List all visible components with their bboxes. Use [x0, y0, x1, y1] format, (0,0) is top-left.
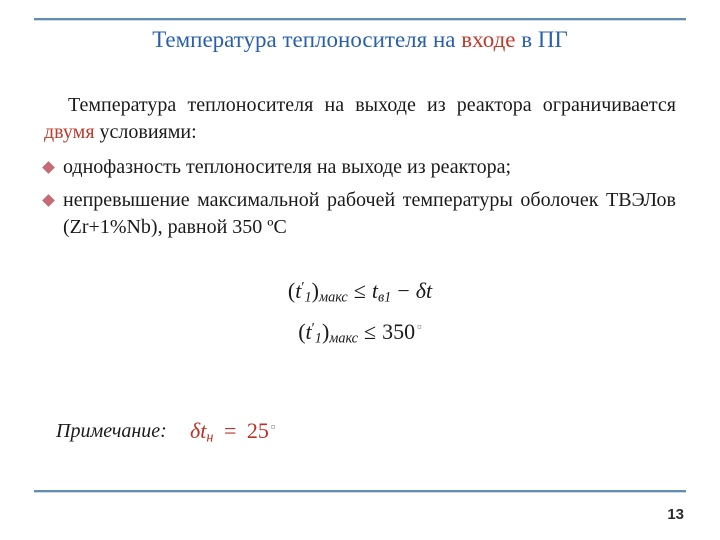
bullet-item: однофазность теплоносителя на выходе из …: [44, 154, 676, 181]
intro-paragraph: Температура теплоносителя на выходе из р…: [44, 92, 676, 146]
bullet-text-1: однофазность теплоносителя на выходе из …: [63, 154, 676, 181]
title-part-3: в ПГ: [516, 27, 568, 52]
slide-title: Температура теплоносителя на входе в ПГ: [0, 26, 720, 55]
note-formula: δtн = 25▫: [190, 418, 276, 447]
f1-rparen: ): [312, 278, 319, 303]
f1-minus: −: [391, 278, 415, 303]
intro-part-3: условиями:: [95, 121, 197, 143]
f1-dt: t: [426, 278, 432, 303]
diamond-icon: [42, 194, 55, 207]
f2-maks: макс: [329, 330, 358, 346]
f2-le: ≤: [358, 319, 382, 344]
bottom-rule: [34, 490, 686, 492]
note-row: Примечание: δtн = 25▫: [56, 420, 676, 447]
note-eq: =: [219, 418, 241, 443]
formula-2: (t′1)макс≤350▫: [298, 319, 422, 348]
formula-1: (t′1)макс≤tв1−δt: [288, 278, 432, 307]
bullet-item: непревышение максимальной рабочей темпер…: [44, 187, 676, 241]
intro-part-1: Температура теплоносителя на выходе из р…: [68, 94, 676, 116]
slide: Температура теплоносителя на входе в ПГ …: [0, 0, 720, 540]
f2-lparen: (: [298, 319, 305, 344]
intro-accent: двумя: [44, 121, 95, 143]
body-text: Температура теплоносителя на выходе из р…: [44, 92, 676, 241]
f2-cell-icon: ▫: [415, 319, 422, 334]
f1-sub1: 1: [305, 290, 312, 306]
note-val: 25: [247, 418, 269, 443]
note-label: Примечание:: [56, 420, 184, 443]
diamond-icon: [42, 161, 55, 174]
title-accent: входе: [461, 27, 515, 52]
formula-block: (t′1)макс≤tв1−δt (t′1)макс≤350▫: [0, 272, 720, 353]
note-cell-icon: ▫: [269, 419, 276, 434]
f2-rhs: 350: [382, 319, 415, 344]
f1-le: ≤: [348, 278, 372, 303]
page-number: 13: [667, 506, 684, 523]
note-sub: н: [206, 430, 213, 446]
f1-maks: макс: [319, 290, 348, 306]
bullet-text-2: непревышение максимальной рабочей темпер…: [63, 187, 676, 241]
note-delta: δ: [190, 418, 200, 443]
top-rule: [34, 18, 686, 20]
f2-sub1: 1: [315, 330, 322, 346]
f1-vsub: в1: [378, 290, 391, 306]
bullet-list: однофазность теплоносителя на выходе из …: [44, 154, 676, 241]
f1-delta: δ: [416, 278, 426, 303]
title-part-1: Температура теплоносителя на: [152, 27, 461, 52]
